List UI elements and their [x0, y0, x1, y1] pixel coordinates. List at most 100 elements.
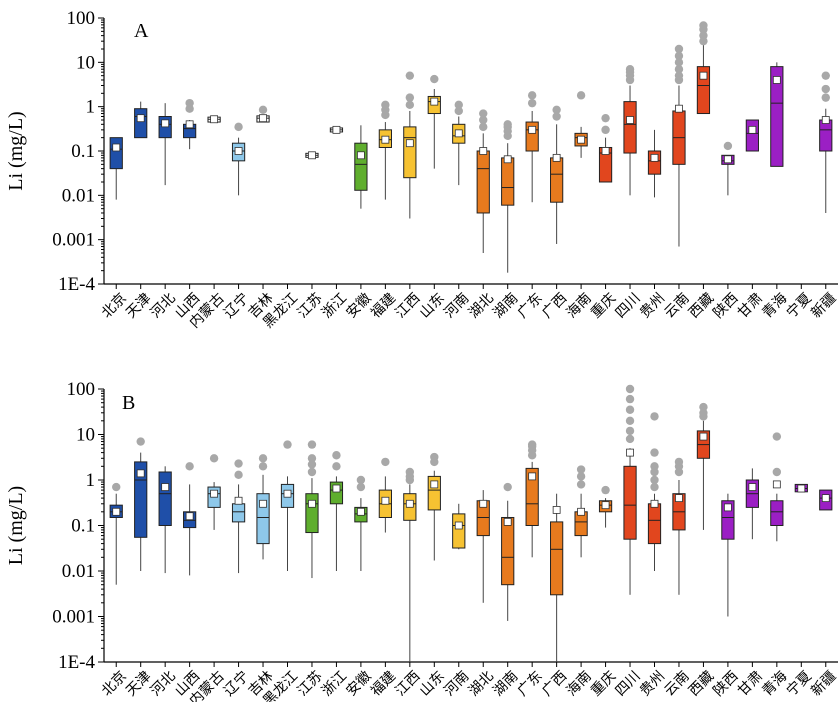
outlier-point — [527, 440, 537, 449]
mean-marker — [430, 97, 439, 106]
box-body — [770, 66, 784, 167]
box-body — [158, 471, 172, 527]
x-tick-label: 广西 — [539, 668, 570, 699]
x-tick-label: 辽宁 — [220, 668, 252, 700]
box-body — [109, 137, 123, 170]
outlier-point — [699, 31, 708, 40]
panel-label: B — [122, 392, 135, 414]
box-3 — [158, 103, 172, 186]
box-7 — [256, 454, 270, 560]
box-27 — [745, 468, 759, 540]
x-tick-label: 山东 — [417, 290, 448, 321]
outlier-point — [332, 451, 341, 460]
x-tick-label: 北京 — [99, 290, 130, 321]
x-tick-label: 浙江 — [319, 668, 350, 699]
outlier-point — [527, 98, 537, 108]
box-24 — [672, 44, 686, 247]
box-body — [134, 461, 148, 538]
mean-marker — [332, 484, 341, 493]
outlier-point — [209, 454, 219, 463]
box-13 — [403, 467, 417, 662]
mean-marker — [675, 104, 683, 113]
x-tick-label: 重庆 — [588, 290, 619, 321]
y-tick-label: 10 — [76, 425, 95, 446]
outlier-point — [601, 125, 610, 135]
panel-label: A — [134, 20, 149, 42]
mean-marker — [308, 499, 316, 508]
outlier-point — [674, 71, 684, 80]
mean-marker — [577, 507, 585, 516]
mean-marker — [479, 147, 488, 155]
x-tick-label: 湖北 — [466, 290, 497, 321]
outlier-point — [625, 394, 635, 404]
y-tick-label: 100 — [67, 8, 96, 29]
box-body — [623, 101, 637, 154]
x-tick-label: 甘肃 — [735, 290, 766, 321]
outlier-point — [234, 459, 243, 468]
box-9 — [305, 151, 319, 160]
outlier-point — [552, 112, 561, 121]
mean-marker — [161, 119, 170, 128]
x-tick-label: 福建 — [368, 668, 399, 699]
box-body — [476, 150, 490, 214]
x-tick-label: 天津 — [123, 290, 154, 321]
outlier-point — [258, 105, 268, 114]
outlier-point — [185, 462, 194, 471]
y-tick-label: 0.001 — [52, 607, 95, 628]
mean-marker — [650, 153, 659, 162]
mean-marker — [136, 114, 145, 123]
mean-marker — [724, 155, 732, 164]
box-18 — [525, 91, 539, 203]
mean-marker — [259, 499, 267, 508]
box-1 — [109, 137, 123, 200]
box-22 — [623, 65, 637, 196]
outlier-point — [307, 460, 317, 469]
box-body — [501, 157, 515, 206]
box-25 — [696, 21, 711, 115]
x-tick-label: 贵州 — [637, 668, 668, 699]
box-3 — [158, 466, 172, 574]
box-22 — [623, 384, 637, 595]
x-tick-label: 广东 — [515, 668, 546, 699]
box-21 — [598, 113, 613, 183]
outlier-point — [356, 482, 366, 492]
outlier-point — [723, 141, 733, 151]
box-4 — [183, 98, 197, 150]
x-tick-label: 西藏 — [686, 668, 717, 699]
box-11 — [354, 475, 368, 571]
outlier-point — [479, 115, 488, 125]
x-tick-label: 天津 — [123, 668, 154, 699]
box-9 — [305, 440, 319, 579]
box-19 — [550, 105, 564, 244]
x-tick-label: 广西 — [539, 290, 570, 321]
y-tick-label: 0.01 — [62, 561, 95, 582]
mean-marker — [601, 147, 610, 155]
outlier-point — [405, 467, 415, 477]
mean-marker — [405, 499, 414, 508]
y-axis-title: Li (mg/L) — [5, 111, 27, 190]
box-14 — [427, 452, 441, 561]
mean-marker — [699, 432, 708, 441]
mean-marker — [454, 129, 463, 138]
x-tick-label: 河北 — [148, 668, 179, 699]
x-tick-label: 宁夏 — [783, 668, 815, 700]
box-24 — [672, 457, 686, 595]
mean-marker — [821, 116, 830, 124]
x-tick-label: 安徽 — [343, 290, 374, 321]
mean-marker — [503, 155, 512, 164]
mean-marker — [381, 135, 390, 144]
box-body — [231, 503, 246, 523]
mean-marker — [332, 125, 341, 134]
outlier-point — [650, 462, 659, 471]
mean-marker — [724, 503, 732, 512]
box-29 — [794, 483, 808, 493]
box-30 — [819, 489, 833, 511]
box-1 — [109, 482, 123, 585]
mean-marker — [601, 501, 610, 510]
box-5 — [207, 115, 221, 124]
mean-marker — [675, 494, 683, 503]
outlier-point — [503, 482, 512, 492]
x-tick-label: 新疆 — [808, 668, 839, 699]
outlier-point — [650, 448, 659, 457]
